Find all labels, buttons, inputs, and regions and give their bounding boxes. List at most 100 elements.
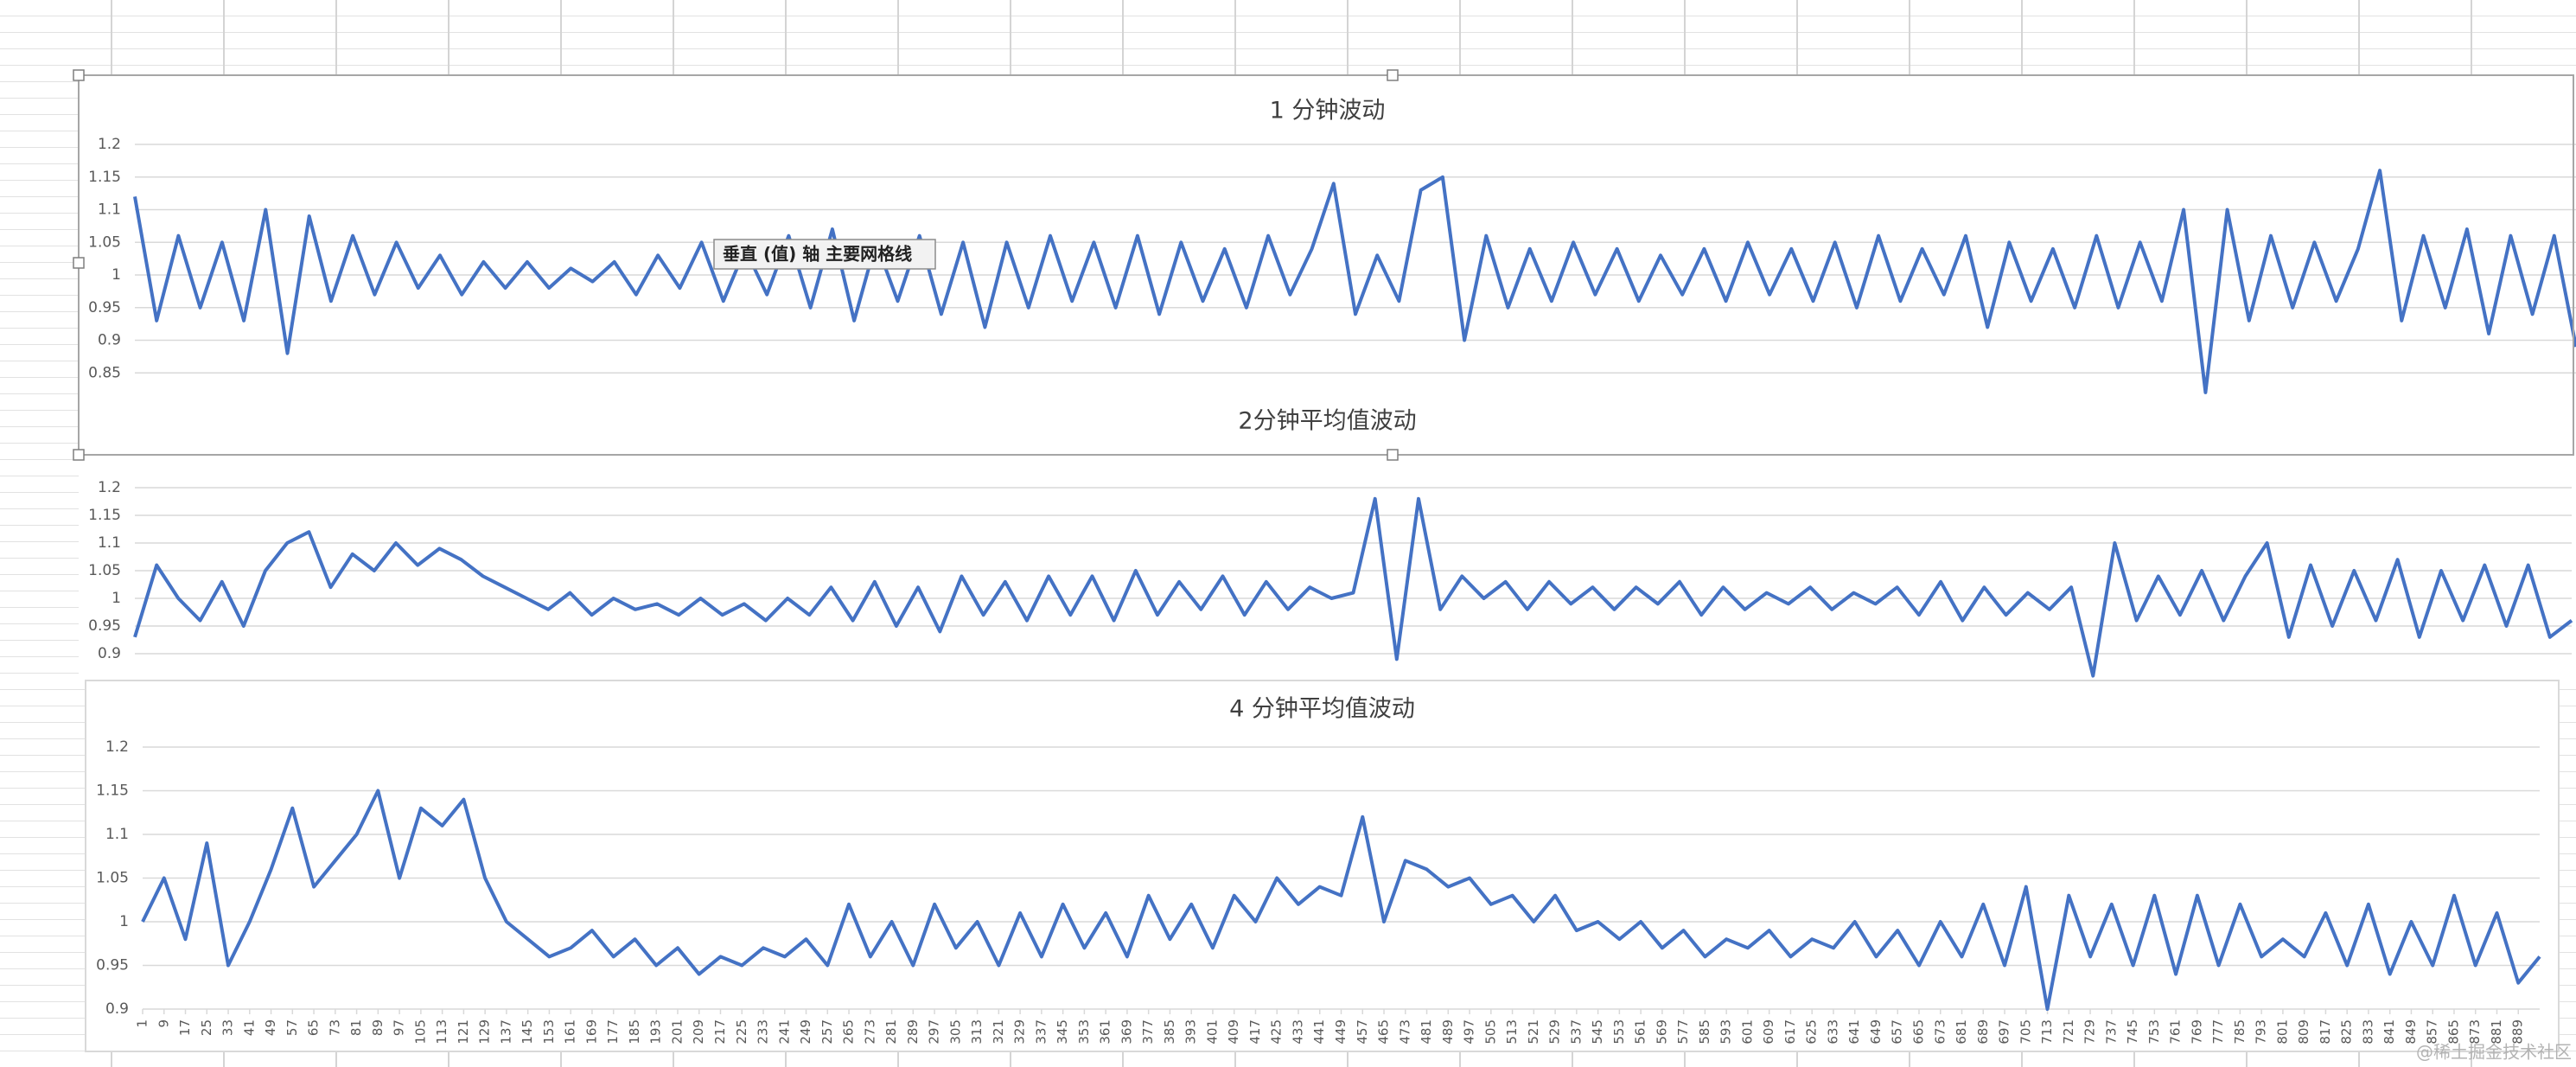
x-tick-label: 785 — [2232, 1019, 2248, 1045]
x-tick-label: 241 — [776, 1019, 792, 1045]
x-tick-label: 353 — [1076, 1019, 1092, 1045]
x-tick-label: 377 — [1140, 1019, 1156, 1045]
x-tick-label: 713 — [2039, 1019, 2055, 1045]
x-tick-label: 513 — [1504, 1019, 1520, 1045]
resize-handle[interactable] — [73, 449, 85, 461]
x-tick-label: 177 — [605, 1019, 621, 1045]
charts: 1 分钟波动0.850.90.9511.051.11.151.22分钟平均值波动… — [79, 75, 2576, 1052]
x-tick-label: 281 — [883, 1019, 899, 1045]
x-tick-label: 569 — [1654, 1019, 1669, 1045]
x-tick-label: 721 — [2061, 1019, 2076, 1045]
x-tick-label: 273 — [862, 1019, 877, 1045]
x-tick-label: 665 — [1910, 1019, 1926, 1045]
y-tick-label: 1.2 — [98, 136, 121, 153]
y-tick-label: 1.15 — [88, 507, 121, 524]
x-tick-label: 881 — [2489, 1019, 2504, 1045]
x-tick-label: 361 — [1098, 1019, 1113, 1045]
x-tick-label: 233 — [756, 1019, 771, 1045]
x-tick-label: 497 — [1462, 1019, 1477, 1045]
x-tick-label: 297 — [927, 1019, 942, 1045]
resize-handle[interactable] — [1387, 69, 1399, 81]
x-tick-label: 113 — [434, 1019, 450, 1045]
x-tick-label: 601 — [1739, 1019, 1755, 1045]
x-tick-label: 449 — [1333, 1019, 1349, 1045]
x-tick-label: 9 — [156, 1019, 171, 1028]
x-tick-label: 537 — [1568, 1019, 1584, 1045]
x-tick-label: 433 — [1290, 1019, 1305, 1045]
y-tick-label: 1.1 — [105, 826, 129, 843]
x-tick-label: 161 — [563, 1019, 578, 1045]
x-tick-label: 17 — [177, 1019, 193, 1036]
x-tick-label: 129 — [477, 1019, 493, 1045]
chart-area — [79, 403, 2576, 688]
x-tick-label: 689 — [1975, 1019, 1991, 1045]
x-tick-label: 81 — [348, 1019, 364, 1036]
x-tick-label: 521 — [1526, 1019, 1541, 1045]
x-tick-label: 825 — [2339, 1019, 2355, 1045]
resize-handle[interactable] — [73, 257, 85, 269]
x-tick-label: 545 — [1590, 1019, 1605, 1045]
x-tick-label: 873 — [2467, 1019, 2483, 1045]
y-tick-label: 0.9 — [98, 645, 121, 662]
x-tick-label: 745 — [2125, 1019, 2140, 1045]
x-tick-label: 577 — [1675, 1019, 1691, 1045]
x-tick-label: 401 — [1204, 1019, 1220, 1045]
x-tick-label: 593 — [1718, 1019, 1734, 1045]
y-tick-label: 1.2 — [98, 479, 121, 496]
x-tick-label: 633 — [1825, 1019, 1840, 1045]
x-tick-label: 137 — [498, 1019, 513, 1045]
x-tick-label: 657 — [1890, 1019, 1905, 1045]
x-tick-label: 185 — [627, 1019, 642, 1045]
y-tick-label: 0.95 — [88, 617, 121, 635]
x-tick-label: 89 — [370, 1019, 386, 1036]
y-tick-label: 1 — [112, 266, 121, 284]
selection-frame — [73, 69, 2574, 461]
data-line — [133, 496, 2573, 678]
x-tick-label: 609 — [1761, 1019, 1776, 1045]
y-tick-label: 1.05 — [88, 233, 121, 251]
y-tick-label: 1.05 — [88, 562, 121, 579]
x-tick-label: 305 — [947, 1019, 963, 1045]
x-tick-label: 865 — [2445, 1019, 2461, 1045]
x-tick-label: 673 — [1932, 1019, 1948, 1045]
x-tick-label: 225 — [734, 1019, 749, 1045]
x-tick-label: 777 — [2210, 1019, 2226, 1045]
x-tick-label: 1 — [135, 1019, 150, 1028]
data-line — [141, 789, 2541, 1011]
tooltip: 垂直 (值) 轴 主要网格线 — [713, 239, 936, 270]
x-tick-label: 25 — [199, 1019, 214, 1036]
x-tick-label: 105 — [412, 1019, 428, 1045]
x-tick-label: 65 — [306, 1019, 322, 1036]
y-tick-label: 1.1 — [98, 534, 121, 552]
x-tick-label: 201 — [669, 1019, 685, 1045]
y-tick-label: 1.15 — [88, 169, 121, 186]
chart: 2分钟平均值波动 0.9 0.95 1 1.05 1.1 1.15 1.2 — [79, 403, 2576, 688]
x-tick-label: 257 — [819, 1019, 835, 1045]
tooltip-box — [713, 239, 936, 270]
chart-title: 1 分钟波动 — [1270, 98, 1386, 125]
resize-handle[interactable] — [1387, 449, 1399, 461]
y-tick-label: 1.2 — [105, 738, 129, 756]
x-tick-label: 793 — [2254, 1019, 2269, 1045]
x-tick-label: 385 — [1162, 1019, 1177, 1045]
y-tick-label: 0.95 — [96, 957, 129, 974]
resize-handle[interactable] — [73, 69, 85, 81]
x-tick-label: 833 — [2360, 1019, 2375, 1045]
x-tick-label: 33 — [220, 1019, 236, 1036]
x-tick-label: 97 — [392, 1019, 407, 1036]
y-tick-label: 0.9 — [98, 332, 121, 349]
y-tick-label: 0.85 — [88, 364, 121, 381]
x-tick-label: 209 — [691, 1019, 706, 1045]
x-tick-label: 737 — [2103, 1019, 2119, 1045]
y-tick-label: 1.05 — [96, 870, 129, 887]
x-tick-label: 489 — [1440, 1019, 1456, 1045]
x-tick-label: 617 — [1782, 1019, 1798, 1045]
y-tick-label: 0.95 — [88, 299, 121, 316]
x-tick-label: 465 — [1376, 1019, 1392, 1045]
x-tick-label: 425 — [1269, 1019, 1285, 1045]
x-tick-label: 121 — [456, 1019, 471, 1045]
x-tick-label: 369 — [1119, 1019, 1134, 1045]
chart-area — [79, 75, 2576, 455]
x-tick-label: 529 — [1547, 1019, 1563, 1045]
